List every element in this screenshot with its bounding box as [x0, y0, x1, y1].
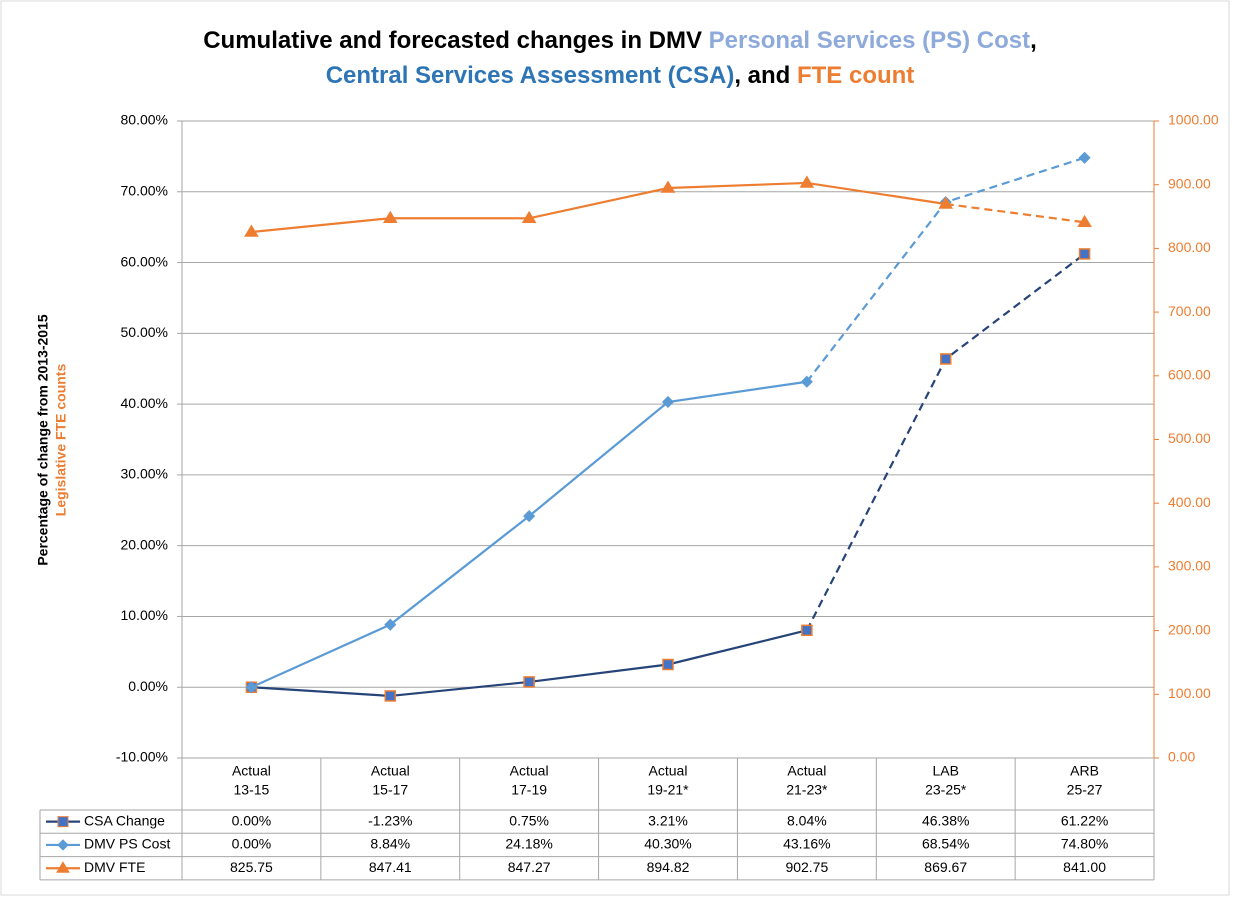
y2-tick-label: 900.00: [1168, 175, 1211, 191]
marker: [1077, 214, 1092, 228]
x-tick-label: 15-17: [372, 782, 408, 798]
marker: [382, 210, 398, 223]
title-part: Personal Services (PS) Cost: [709, 27, 1030, 54]
legend-label: DMV PS Cost: [84, 836, 170, 852]
y-tick-label: 40.00%: [121, 395, 168, 411]
x-tick-label: ARB: [1070, 763, 1099, 779]
title-part: ,: [1030, 27, 1037, 54]
chart-title: Cumulative and forecasted changes in DMV…: [203, 27, 1037, 54]
y2-tick-label: 100.00: [1168, 685, 1211, 701]
y-tick-label: -10.00%: [116, 749, 168, 765]
table-value: 61.22%: [1061, 812, 1108, 828]
marker: [57, 816, 69, 828]
marker: [1078, 248, 1091, 260]
marker: [384, 618, 397, 631]
marker: [521, 210, 537, 224]
y2-tick-label: 300.00: [1168, 558, 1211, 574]
y-tick-label: 30.00%: [121, 466, 168, 482]
marker: [661, 395, 675, 409]
table-value: 0.00%: [232, 836, 272, 852]
x-tick-label: Actual: [649, 763, 688, 779]
y-tick-label: 0.00%: [128, 678, 168, 694]
y2-tick-label: 600.00: [1168, 367, 1211, 383]
marker: [938, 196, 954, 209]
table-value: 0.75%: [509, 812, 549, 828]
marker: [245, 681, 258, 694]
title-part: , and: [734, 62, 797, 89]
y-tick-label: 10.00%: [121, 607, 168, 623]
table-value: 43.16%: [783, 836, 830, 852]
x-tick-label: 19-21*: [647, 782, 689, 798]
table-value: 8.04%: [787, 812, 827, 828]
marker: [384, 690, 397, 702]
forecast-line: [945, 202, 1085, 224]
marker: [939, 353, 952, 365]
series-line: [251, 181, 946, 234]
marker: [800, 375, 813, 388]
x-tick-label: 17-19: [511, 782, 547, 798]
marker: [523, 676, 535, 688]
y2-tick-label: 0.00: [1168, 749, 1195, 765]
marker: [57, 839, 69, 851]
x-tick-label: 21-23*: [786, 782, 828, 798]
table-value: 46.38%: [922, 812, 969, 828]
x-tick-label: Actual: [510, 763, 549, 779]
y-tick-label: 20.00%: [121, 536, 168, 552]
x-tick-label: 25-27: [1067, 782, 1103, 798]
marker: [56, 861, 70, 873]
table-value: 8.84%: [370, 836, 410, 852]
y2-tick-label: 700.00: [1168, 303, 1211, 319]
title-part: FTE count: [797, 62, 914, 89]
table-value: 40.30%: [644, 836, 691, 852]
table-value: 68.54%: [922, 836, 969, 852]
x-tick-label: Actual: [787, 763, 826, 779]
y-tick-label: 60.00%: [121, 253, 168, 269]
chart-title: Central Services Assessment (CSA), and F…: [326, 62, 915, 89]
marker: [801, 624, 813, 637]
y-axis-label: Percentage of change from 2013-2015: [35, 314, 51, 566]
x-tick-label: LAB: [932, 763, 958, 779]
marker: [523, 510, 536, 523]
table-value: 825.75: [230, 859, 273, 875]
table-value: 847.41: [369, 859, 412, 875]
table-value: 869.67: [924, 859, 967, 875]
table-value: -1.23%: [368, 812, 412, 828]
table-value: 894.82: [647, 859, 690, 875]
marker: [660, 180, 676, 193]
y2-tick-label: 200.00: [1168, 621, 1211, 637]
x-tick-label: 13-15: [234, 782, 270, 798]
x-tick-label: 23-25*: [925, 782, 967, 798]
y2-tick-label: 1000.00: [1168, 112, 1219, 128]
x-tick-label: Actual: [371, 763, 410, 779]
marker: [799, 175, 815, 188]
y-tick-label: 80.00%: [121, 112, 168, 128]
table-value: 902.75: [785, 859, 828, 875]
x-tick-label: Actual: [232, 763, 271, 779]
marker: [662, 658, 674, 671]
y2-tick-label: 800.00: [1168, 239, 1211, 255]
title-part: Central Services Assessment (CSA): [326, 62, 735, 89]
table-value: 847.27: [508, 859, 551, 875]
y2-axis-label: Legislative FTE counts: [53, 364, 69, 517]
y2-tick-label: 500.00: [1168, 430, 1211, 446]
table-value: 74.80%: [1061, 836, 1108, 852]
legend-label: DMV FTE: [84, 859, 145, 875]
marker: [1078, 151, 1091, 164]
y-tick-label: 50.00%: [121, 324, 168, 340]
marker: [244, 224, 259, 237]
y-tick-label: 70.00%: [121, 182, 168, 198]
table-value: 3.21%: [648, 812, 688, 828]
title-part: Cumulative and forecasted changes in DMV: [203, 27, 708, 54]
table-value: 24.18%: [505, 836, 552, 852]
table-value: 0.00%: [232, 812, 272, 828]
y2-tick-label: 400.00: [1168, 494, 1211, 510]
table-value: 841.00: [1063, 859, 1106, 875]
legend-label: CSA Change: [84, 812, 165, 828]
